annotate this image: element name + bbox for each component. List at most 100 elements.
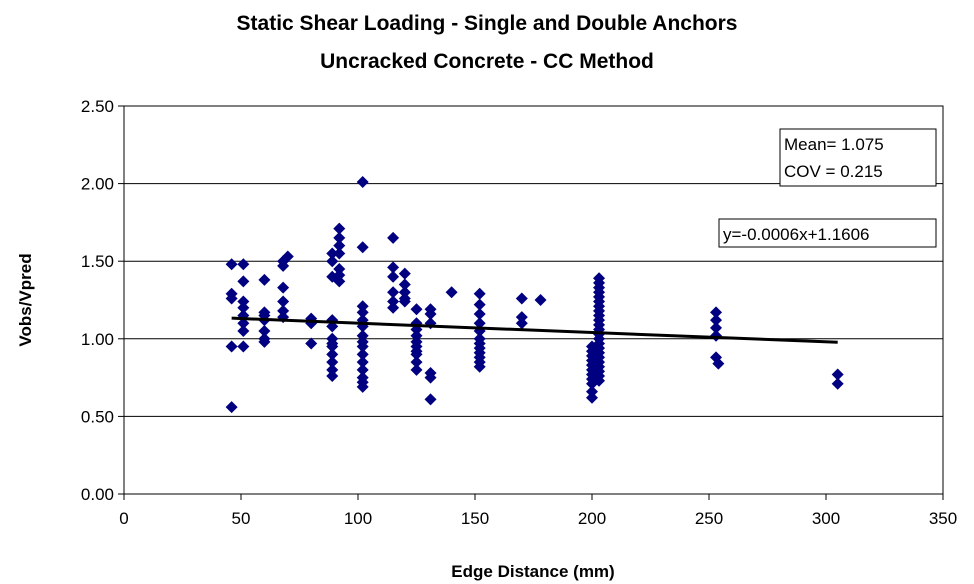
- data-point: [515, 292, 528, 305]
- data-point: [586, 391, 598, 404]
- data-points: [225, 176, 844, 414]
- data-point: [326, 247, 339, 260]
- data-point: [326, 348, 339, 361]
- data-point: [237, 295, 250, 308]
- data-point: [333, 247, 346, 260]
- data-point: [356, 356, 369, 369]
- data-point: [831, 368, 844, 381]
- data-point: [326, 370, 339, 383]
- data-point: [277, 304, 290, 317]
- data-point: [237, 340, 250, 353]
- data-point: [258, 325, 271, 338]
- data-point: [237, 258, 250, 271]
- data-point: [356, 241, 369, 254]
- stats-cov: COV = 0.215: [784, 162, 883, 181]
- data-point: [237, 275, 250, 288]
- data-point: [333, 269, 346, 282]
- data-point: [258, 335, 271, 348]
- data-point: [586, 385, 598, 398]
- x-tick-label: 300: [812, 509, 840, 528]
- data-point: [333, 231, 346, 244]
- data-point: [398, 267, 411, 280]
- trendline-equation-box: y=-0.0006x+1.1606: [718, 218, 937, 248]
- data-point: [410, 329, 423, 342]
- data-point: [281, 250, 294, 263]
- data-point: [387, 270, 400, 283]
- data-point: [473, 298, 486, 311]
- data-point: [387, 301, 400, 314]
- data-point: [326, 340, 339, 353]
- data-point: [473, 317, 486, 330]
- stats-box: Mean= 1.075 COV = 0.215: [779, 128, 937, 187]
- data-point: [831, 377, 844, 390]
- x-tick-label: 250: [695, 509, 723, 528]
- data-point: [710, 314, 723, 327]
- data-point: [398, 278, 411, 291]
- data-point: [534, 294, 547, 306]
- data-point: [515, 311, 528, 324]
- data-point: [277, 259, 290, 272]
- data-point: [237, 325, 250, 338]
- data-point: [515, 317, 528, 330]
- x-tick-label: 50: [232, 509, 251, 528]
- data-point: [258, 273, 271, 286]
- data-point: [410, 348, 423, 361]
- data-point: [356, 300, 369, 313]
- data-point: [333, 262, 346, 275]
- y-axis-label: Vobs/Vpred: [16, 253, 35, 346]
- data-point: [356, 363, 369, 376]
- data-point: [305, 337, 318, 350]
- data-point: [333, 275, 346, 288]
- data-point: [225, 340, 238, 353]
- data-point: [387, 295, 400, 308]
- data-point: [387, 231, 400, 244]
- x-tick-label: 200: [578, 509, 606, 528]
- data-point: [326, 255, 339, 268]
- x-axis-label: Edge Distance (mm): [451, 562, 614, 581]
- chart-subtitle: Uncracked Concrete - CC Method: [320, 50, 654, 73]
- data-point: [398, 286, 411, 299]
- data-point: [356, 380, 369, 393]
- data-point: [225, 258, 238, 271]
- data-point: [410, 303, 423, 316]
- y-tick-label: 2.00: [81, 175, 114, 194]
- data-point: [398, 295, 411, 308]
- data-point: [473, 287, 486, 300]
- data-point: [445, 286, 458, 299]
- data-point: [326, 363, 339, 376]
- data-point: [593, 374, 606, 387]
- stats-mean: Mean= 1.075: [784, 135, 884, 154]
- y-tick-label: 2.50: [81, 97, 114, 116]
- x-tick-label: 150: [461, 509, 489, 528]
- chart-title: Static Shear Loading - Single and Double…: [237, 12, 738, 35]
- data-point: [326, 356, 339, 369]
- data-point: [333, 222, 346, 235]
- data-point: [424, 393, 437, 406]
- data-point: [356, 340, 369, 353]
- data-point: [410, 356, 423, 369]
- data-point: [356, 329, 369, 342]
- trendline-equation: y=-0.0006x+1.1606: [723, 225, 870, 244]
- data-point: [710, 329, 723, 342]
- x-tick-label: 0: [119, 509, 128, 528]
- data-point: [473, 360, 486, 373]
- data-point: [410, 363, 423, 376]
- data-point: [356, 306, 369, 319]
- data-point: [473, 307, 486, 320]
- data-point: [237, 317, 250, 330]
- data-point: [237, 301, 250, 314]
- data-point: [277, 281, 290, 294]
- y-tick-label: 1.00: [81, 330, 114, 349]
- data-point: [333, 239, 346, 252]
- x-tick-label: 100: [344, 509, 372, 528]
- data-point: [710, 306, 723, 319]
- data-point: [712, 357, 725, 370]
- data-point: [356, 348, 369, 361]
- data-point: [225, 292, 238, 305]
- data-point: [710, 321, 723, 334]
- data-point: [387, 261, 400, 274]
- x-tick-label: 350: [929, 509, 957, 528]
- y-tick-label: 0.50: [81, 407, 114, 426]
- axis-ticks: 0.00 0.50 1.00 1.50 2.00 2.50 0 50 100 150 200 250 3…: [81, 97, 957, 528]
